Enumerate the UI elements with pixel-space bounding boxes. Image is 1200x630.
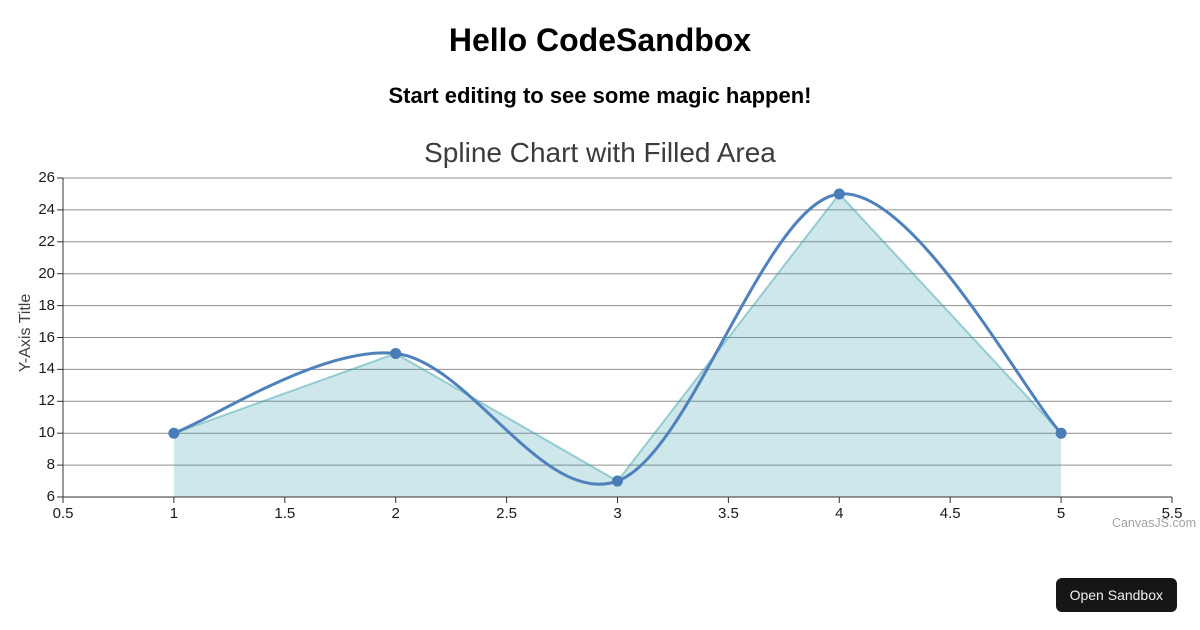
y-tick-label: 8	[46, 456, 55, 474]
y-tick-label: 6	[46, 488, 55, 505]
data-point-marker	[1055, 427, 1067, 439]
data-point-marker	[833, 188, 845, 200]
page-subtitle: Start editing to see some magic happen!	[388, 83, 812, 108]
open-sandbox-button[interactable]: Open Sandbox	[1055, 578, 1177, 612]
y-tick-label: 22	[38, 232, 55, 250]
y-tick-label: 16	[38, 328, 55, 346]
data-point-marker	[390, 347, 402, 359]
canvasjs-watermark-link[interactable]: CanvasJS.com	[1111, 516, 1196, 530]
y-tick-label: 26	[38, 169, 55, 186]
x-tick-label: 4.5	[939, 505, 961, 522]
x-tick-label: 3	[613, 505, 622, 522]
x-tick-label: 4	[835, 505, 844, 522]
x-tick-label: 2	[391, 505, 400, 522]
y-tick-label: 18	[38, 296, 55, 314]
page-title: Hello CodeSandbox	[448, 22, 752, 58]
spline-line	[172, 192, 1063, 486]
data-point-marker	[612, 475, 623, 487]
y-tick-label: 24	[38, 200, 55, 218]
y-tick-label: 14	[38, 360, 55, 378]
x-tick-label: 5.5	[1161, 505, 1183, 522]
x-tick-label: 3.5	[717, 505, 739, 522]
y-tick-label: 10	[38, 424, 55, 442]
x-tick-label: 5	[1056, 505, 1066, 522]
chart-title: Spline Chart with Filled Area	[424, 137, 776, 168]
x-tick-label: 2.5	[496, 505, 518, 522]
y-tick-label: 20	[38, 264, 55, 282]
x-tick-label: 0.5	[52, 505, 74, 522]
data-point-marker	[168, 427, 180, 439]
y-tick-label: 12	[38, 392, 55, 410]
x-tick-label: 1.5	[274, 505, 296, 522]
x-tick-label: 1	[169, 505, 179, 522]
area-fill	[173, 193, 1062, 497]
open-sandbox-label: Open Sandbox	[1069, 587, 1163, 603]
